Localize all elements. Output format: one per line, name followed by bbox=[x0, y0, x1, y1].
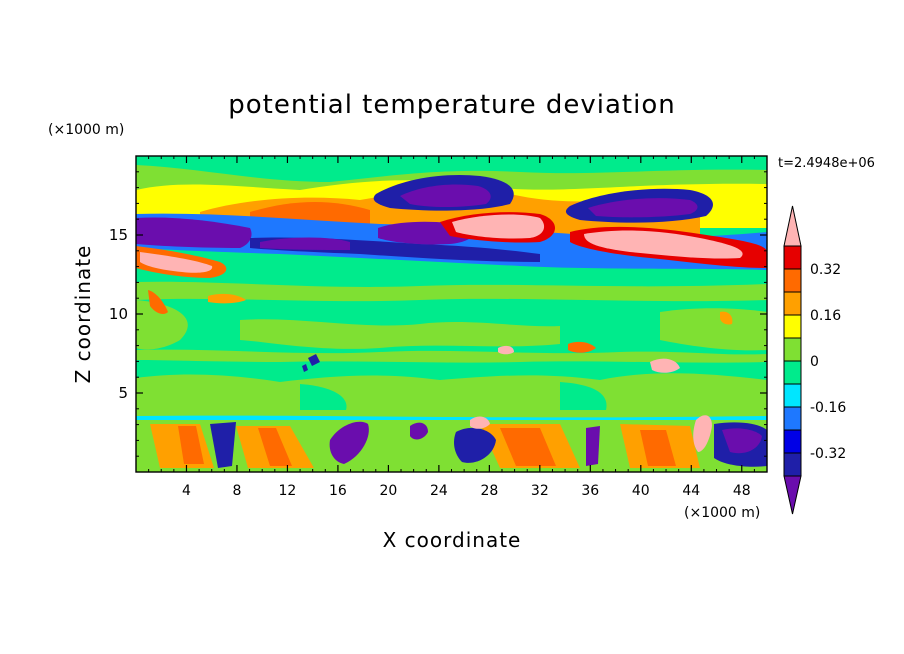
field-warm-right-core bbox=[584, 230, 743, 259]
x-unit-label: (×1000 m) bbox=[684, 505, 760, 521]
colorbar: 0.32 0.16 0 -0.16 -0.32 bbox=[783, 205, 846, 515]
colorbar-top-arrow bbox=[783, 205, 802, 247]
x-axis-label: X coordinate bbox=[383, 528, 522, 552]
field-mid-green-3 bbox=[240, 319, 560, 349]
field-mid-green-5 bbox=[136, 349, 767, 363]
field-mid-warm-5 bbox=[568, 341, 596, 353]
colorbar-swatch bbox=[783, 245, 802, 270]
x-tick-label: 32 bbox=[531, 483, 549, 499]
field-low-cold-core bbox=[722, 428, 762, 454]
field-mid-warm-6 bbox=[720, 311, 733, 325]
x-tick-label: 24 bbox=[430, 483, 448, 499]
contour-field bbox=[136, 156, 767, 472]
field-mid-warm-2 bbox=[208, 293, 246, 304]
field-mid-green-4 bbox=[660, 308, 767, 351]
field-low-cold-1 bbox=[210, 422, 236, 468]
colorbar-tick-label: 0.16 bbox=[810, 308, 841, 324]
field-low-red bbox=[178, 426, 676, 466]
colorbar-swatch bbox=[783, 360, 802, 385]
field-mid-green-2 bbox=[136, 300, 188, 350]
field-lower-neutral-gap bbox=[300, 384, 347, 410]
colorbar-swatch bbox=[783, 406, 802, 431]
y-tick-label: 10 bbox=[109, 305, 128, 323]
colorbar-swatch bbox=[783, 429, 802, 454]
field-low-cold-5 bbox=[586, 426, 600, 466]
colorbar-swatch bbox=[783, 268, 802, 293]
field-lower-neutral-gap-2 bbox=[560, 382, 607, 410]
colorbar-swatch bbox=[783, 314, 802, 339]
colorbar-tick-label: -0.16 bbox=[810, 400, 846, 416]
y-tick-label: 15 bbox=[109, 226, 128, 244]
field-low-cold-2 bbox=[329, 421, 369, 464]
colorbar-swatch bbox=[783, 452, 802, 477]
colorbar-tick-label: 0.32 bbox=[810, 262, 841, 278]
chart-title: potential temperature deviation bbox=[228, 90, 675, 120]
x-axis-ticks: 4 8 12 16 20 24 28 32 36 40 44 48 bbox=[148, 156, 755, 499]
field-top-cold-2-core bbox=[588, 198, 698, 218]
colorbar-swatch bbox=[783, 337, 802, 362]
x-tick-label: 16 bbox=[329, 483, 347, 499]
field-mid-green-1 bbox=[136, 281, 767, 302]
field-low-warm-blob bbox=[693, 415, 712, 452]
x-tick-label: 4 bbox=[182, 483, 191, 499]
x-tick-label: 12 bbox=[279, 483, 297, 499]
x-tick-label: 8 bbox=[232, 483, 241, 499]
field-lower-green bbox=[136, 373, 767, 418]
field-mid-warm-1 bbox=[148, 290, 168, 314]
time-label: t=2.4948e+06 bbox=[778, 156, 875, 171]
field-warm-left-core bbox=[140, 252, 213, 273]
colorbar-swatch bbox=[783, 291, 802, 316]
colorbar-swatch bbox=[783, 383, 802, 408]
y-axis-ticks: 5 10 15 bbox=[109, 171, 767, 457]
colorbar-tick-label: -0.32 bbox=[810, 446, 846, 462]
x-tick-label: 20 bbox=[379, 483, 397, 499]
field-low-cold-4 bbox=[454, 427, 496, 463]
field-top-cold-4 bbox=[260, 237, 350, 250]
x-tick-label: 28 bbox=[480, 483, 498, 499]
x-tick-label: 36 bbox=[581, 483, 599, 499]
y-tick-label: 5 bbox=[118, 384, 128, 402]
field-cold-left bbox=[136, 217, 252, 248]
field-low-cold-3 bbox=[410, 422, 428, 440]
field-top-cold-1-core bbox=[400, 184, 491, 207]
y-unit-label: (×1000 m) bbox=[48, 122, 124, 138]
colorbar-tick-label: 0 bbox=[810, 354, 819, 370]
field-warm-center-core bbox=[452, 214, 545, 239]
field-mid-warm-3 bbox=[650, 358, 680, 373]
x-tick-label: 48 bbox=[733, 483, 751, 499]
field-mid-cold-dots bbox=[302, 354, 320, 372]
field-mid-warm-4 bbox=[498, 345, 514, 355]
x-tick-label: 40 bbox=[632, 483, 650, 499]
y-axis-label: Z coordinate bbox=[71, 245, 95, 384]
field-low-warm-blob-2 bbox=[470, 416, 490, 429]
x-tick-label: 44 bbox=[682, 483, 700, 499]
colorbar-bottom-arrow bbox=[783, 475, 802, 515]
